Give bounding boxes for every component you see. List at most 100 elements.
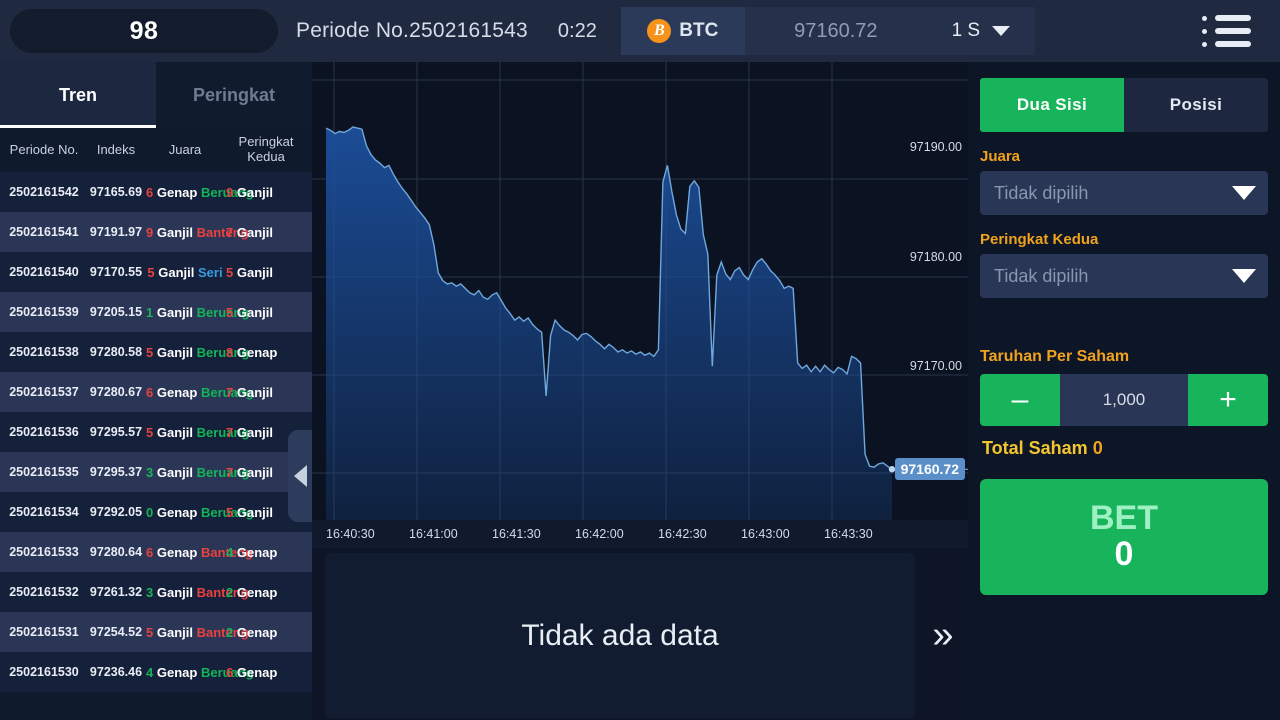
tab-posisi[interactable]: Posisi: [1124, 78, 1268, 132]
cell-period: 2502161535: [9, 465, 79, 479]
cell-period: 2502161538: [9, 345, 79, 359]
trend-tag: Banteng: [196, 224, 249, 240]
second-parity: Ganjil: [236, 304, 273, 320]
stake-increment-button[interactable]: +: [1188, 374, 1268, 426]
table-row[interactable]: 2502161531 97254.52 5 Ganjil Banteng 2 Gena…: [0, 612, 312, 652]
bet-button-label: BET: [1090, 499, 1158, 538]
cell-period: 2502161531: [9, 625, 79, 639]
y-axis-tick: 97170.00: [909, 359, 962, 374]
cell-winner: 5 Ganjil Seri: [146, 265, 224, 280]
x-axis-tick: 16:42:00: [575, 527, 624, 541]
table-row[interactable]: 2502161537 97280.67 6 Genap Beruang 7 Ganji…: [0, 372, 312, 412]
table-row[interactable]: 2502161535 97295.37 3 Ganjil Beruang 7 Ganj…: [0, 452, 312, 492]
cell-winner: 5 Ganjil Banteng: [146, 624, 249, 640]
table-row[interactable]: 2502161534 97292.05 0 Genap Beruang 5 Ganji…: [0, 492, 312, 532]
second-parity: Ganjil: [236, 504, 273, 520]
menu-row: [1202, 41, 1258, 47]
history-table-body: 2502161542 97165.69 6 Genap Beruang 9 Ganji…: [0, 172, 312, 692]
winner-parity: Genap: [156, 544, 198, 560]
cell-second: 5 Ganjil: [224, 305, 308, 320]
column-header-second: Peringkat Kedua: [238, 134, 294, 164]
tab-peringkat[interactable]: Peringkat: [156, 62, 312, 128]
second-select[interactable]: Tidak dipilih: [980, 254, 1268, 298]
table-row[interactable]: 2502161539 97205.15 1 Ganjil Beruang 5 Ganj…: [0, 292, 312, 332]
cell-index: 97165.69: [89, 185, 143, 199]
list-menu-icon[interactable]: [1202, 8, 1258, 54]
balance-value: 98: [129, 16, 159, 45]
menu-row: [1202, 15, 1258, 21]
table-row[interactable]: 2502161541 97191.97 9 Ganjil Banteng 7 Ganj…: [0, 212, 312, 252]
y-axis-tick: 97190.00: [909, 139, 962, 154]
cell-winner: 1 Ganjil Beruang: [146, 304, 249, 320]
second-select-value: Tidak dipilih: [994, 265, 1089, 286]
symbol-label: BTC: [679, 20, 719, 41]
second-parity: Genap: [236, 344, 278, 360]
winner-parity: Genap: [156, 504, 198, 520]
menu-row: [1202, 28, 1258, 34]
table-row[interactable]: 2502161530 97236.46 4 Genap Beruang 6 Genap: [0, 652, 312, 692]
cell-second: 4 Genap: [224, 545, 308, 560]
cell-second: 7 Ganjil: [224, 225, 308, 240]
winner-parity: Ganjil: [156, 624, 193, 640]
bet-button-amount: 0: [1114, 535, 1134, 573]
winner-parity: Ganjil: [156, 304, 193, 320]
cell-winner: 0 Genap Beruang: [146, 504, 254, 520]
trend-tag: Beruang: [200, 664, 254, 680]
chevrons-right-icon[interactable]: »: [920, 553, 966, 718]
x-axis-tick: 16:41:30: [492, 527, 541, 541]
cell-period: 2502161539: [9, 305, 79, 319]
column-header-period: Periode No.: [9, 141, 79, 157]
price-chart[interactable]: 97190.00 97180.00 97170.00 97160.72: [312, 62, 968, 548]
second-field-label: Peringkat Kedua: [980, 231, 1099, 248]
second-digit: 7: [226, 464, 234, 480]
y-axis-tick: 97180.00: [909, 249, 962, 264]
table-row[interactable]: 2502161533 97280.64 6 Genap Banteng 4 Genap: [0, 532, 312, 572]
chevron-left-icon[interactable]: [288, 430, 312, 522]
total-shares: Total Saham 0: [982, 438, 1280, 459]
last-price-tag: 97160.72: [894, 458, 965, 481]
tab-dua-sisi[interactable]: Dua Sisi: [980, 78, 1124, 132]
trend-tag: Beruang: [196, 344, 250, 360]
table-row[interactable]: 2502161540 97170.55 5 Ganjil Seri 5 Ganjil: [0, 252, 312, 292]
second-parity: Ganjil: [236, 384, 273, 400]
winner-parity: Ganjil: [156, 464, 193, 480]
bet-button[interactable]: BET 0: [980, 479, 1268, 595]
table-row[interactable]: 2502161542 97165.69 6 Genap Beruang 9 Ganji…: [0, 172, 312, 212]
stake-decrement-button[interactable]: –: [980, 374, 1060, 426]
balance-display[interactable]: 98: [10, 9, 278, 53]
cell-second: 2 Genap: [224, 625, 308, 640]
cell-index: 97205.15: [89, 305, 143, 319]
cell-second: 7 Ganjil: [224, 465, 308, 480]
winner-field-label: Juara: [980, 148, 1021, 165]
tab-dua-sisi-label: Dua Sisi: [1016, 95, 1088, 114]
cell-period: 2502161533: [9, 545, 79, 559]
cell-period: 2502161540: [9, 265, 79, 279]
cell-second: 7 Ganjil: [224, 425, 308, 440]
second-digit: 4: [226, 544, 234, 560]
winner-digit: 9: [146, 224, 154, 240]
tab-tren[interactable]: Tren: [0, 62, 156, 128]
second-digit: 5: [226, 264, 234, 280]
table-row[interactable]: 2502161538 97280.58 5 Ganjil Beruang 8 Gena…: [0, 332, 312, 372]
cell-index: 97236.46: [89, 665, 143, 679]
cell-winner: 6 Genap Beruang: [146, 184, 254, 200]
timeframe-label: 1 S: [951, 20, 981, 41]
column-header-winner: Juara: [168, 141, 202, 157]
second-digit: 7: [226, 424, 234, 440]
winner-select[interactable]: Tidak dipilih: [980, 171, 1268, 215]
symbol-group: B BTC 97160.72 1 S: [620, 7, 1035, 55]
winner-parity: Genap: [156, 184, 198, 200]
second-parity: Genap: [236, 624, 278, 640]
x-axis-tick: 16:41:00: [409, 527, 458, 541]
cell-second: 6 Genap: [224, 665, 308, 680]
symbol-selector[interactable]: B BTC: [620, 7, 745, 55]
second-parity: Genap: [236, 664, 278, 680]
table-row[interactable]: 2502161532 97261.32 3 Ganjil Banteng 2 Gena…: [0, 572, 312, 612]
stake-input[interactable]: 1,000: [1060, 374, 1188, 426]
table-row[interactable]: 2502161536 97295.57 5 Ganjil Beruang 7 Ganj…: [0, 412, 312, 452]
timeframe-selector[interactable]: 1 S: [926, 7, 1035, 55]
second-parity: Ganjil: [236, 464, 273, 480]
app-header: 98 Periode No.2502161543 0:22 B BTC 9716…: [0, 0, 1280, 62]
stake-stepper: – 1,000 +: [980, 374, 1268, 426]
price-chart-svg: [312, 62, 968, 548]
